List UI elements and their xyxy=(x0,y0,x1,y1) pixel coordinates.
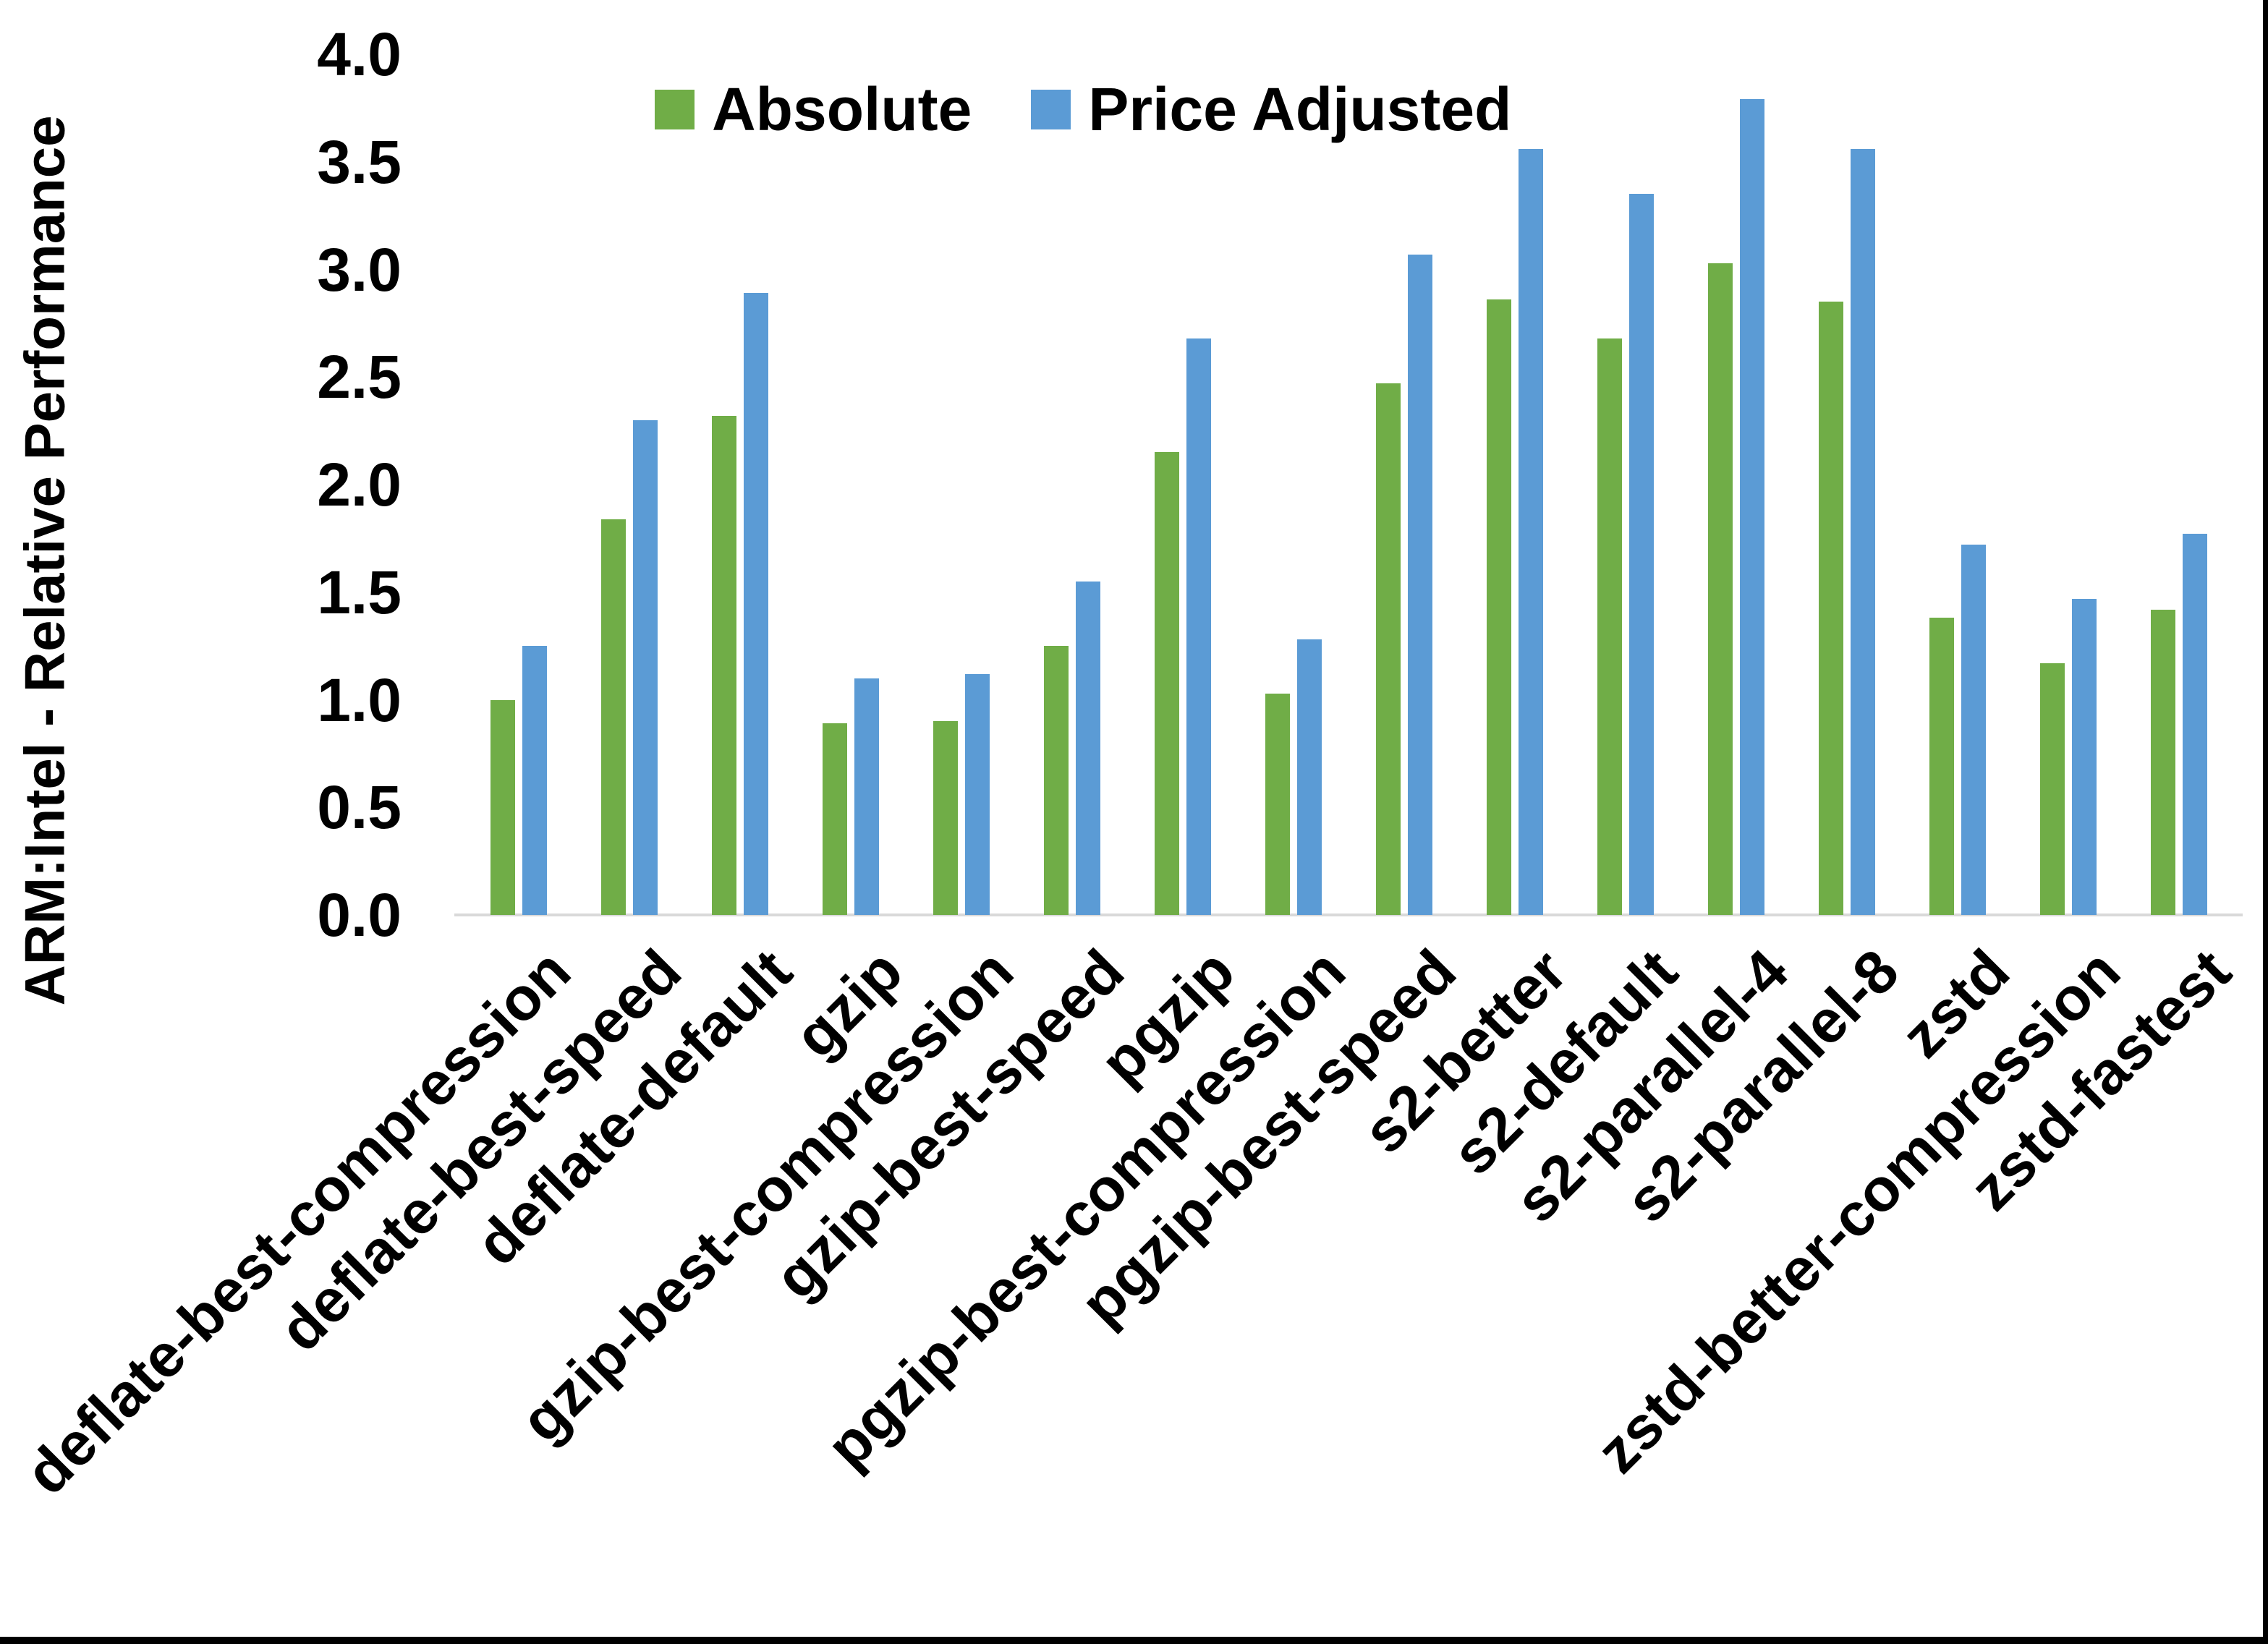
y-tick-label: 0.5 xyxy=(317,773,402,842)
bar-absolute xyxy=(490,699,515,915)
bar-absolute xyxy=(2040,663,2065,915)
y-tick-label: 3.5 xyxy=(317,127,402,196)
y-axis-title: ARM:Intel - Relative Performance xyxy=(12,115,77,1006)
legend-label-price-adjusted: Price Adjusted xyxy=(1088,75,1512,143)
legend-item-absolute: Absolute xyxy=(655,76,972,142)
bar-absolute xyxy=(1708,263,1733,915)
bar-price-adjusted xyxy=(1961,545,1987,915)
bar-price-adjusted xyxy=(964,673,990,915)
y-tick-label: 4.0 xyxy=(317,20,402,88)
bar-price-adjusted xyxy=(632,419,658,915)
bar-absolute xyxy=(1376,383,1401,915)
legend-swatch-absolute xyxy=(655,89,695,129)
bar-price-adjusted xyxy=(1851,148,1876,915)
bar-price-adjusted xyxy=(1408,254,1432,915)
bar-price-adjusted xyxy=(1075,581,1100,915)
x-axis-line xyxy=(454,913,2243,916)
bar-price-adjusted xyxy=(1740,99,1765,915)
bar-absolute xyxy=(1043,646,1069,915)
bar-price-adjusted xyxy=(2183,534,2208,915)
y-tick-label: 2.5 xyxy=(317,343,402,412)
y-tick-label: 1.0 xyxy=(317,665,402,734)
bar-price-adjusted xyxy=(1629,194,1655,915)
bar-absolute xyxy=(822,723,847,915)
bar-price-adjusted xyxy=(854,678,879,915)
bar-absolute xyxy=(1154,452,1179,915)
bar-price-adjusted xyxy=(743,293,768,915)
legend-swatch-price-adjusted xyxy=(1031,89,1071,129)
bar-price-adjusted xyxy=(1519,148,1544,915)
bar-absolute xyxy=(1819,302,1844,915)
bar-absolute xyxy=(1929,618,1955,915)
legend-label-absolute: Absolute xyxy=(712,75,972,143)
legend: Absolute Price Adjusted xyxy=(655,76,1511,142)
bar-price-adjusted xyxy=(1186,338,1211,915)
bar-absolute xyxy=(711,415,736,915)
bar-absolute xyxy=(600,519,626,915)
bar-absolute xyxy=(933,721,958,915)
bar-price-adjusted xyxy=(522,646,547,915)
y-tick-label: 2.0 xyxy=(317,451,402,519)
bar-absolute xyxy=(1487,299,1512,915)
y-tick-label: 1.5 xyxy=(317,558,402,626)
bottom-border xyxy=(0,1637,2268,1644)
bar-absolute xyxy=(2151,609,2176,915)
bar-absolute xyxy=(1597,338,1623,915)
y-tick-label: 3.0 xyxy=(317,235,402,304)
y-tick-label: 0.0 xyxy=(317,881,402,949)
bar-price-adjusted xyxy=(1296,639,1322,915)
right-border xyxy=(2263,0,2268,1644)
bar-price-adjusted xyxy=(2072,598,2097,915)
legend-item-price-adjusted: Price Adjusted xyxy=(1031,76,1511,142)
bar-absolute xyxy=(1265,693,1290,915)
